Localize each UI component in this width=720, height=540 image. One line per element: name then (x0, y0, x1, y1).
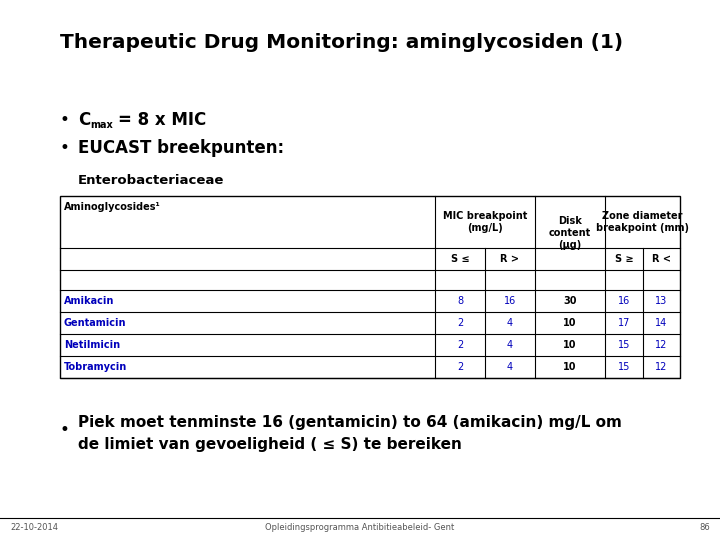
Text: EUCAST breekpunten:: EUCAST breekpunten: (78, 139, 284, 157)
Text: 10: 10 (563, 318, 577, 328)
Text: 4: 4 (507, 362, 513, 372)
Text: 10: 10 (563, 362, 577, 372)
Text: S ≥: S ≥ (615, 254, 634, 264)
Text: Disk
content
(µg): Disk content (µg) (549, 215, 591, 251)
Text: 8: 8 (457, 296, 463, 306)
Text: R <: R < (652, 254, 671, 264)
Bar (60, 196, 680, 378)
Text: 14: 14 (655, 318, 667, 328)
Text: = 8 x MIC: = 8 x MIC (118, 111, 206, 129)
Text: S ≤: S ≤ (451, 254, 469, 264)
Text: Enterobacteriaceae: Enterobacteriaceae (78, 173, 225, 186)
Text: Therapeutic Drug Monitoring: aminglycosiden (1): Therapeutic Drug Monitoring: aminglycosi… (60, 32, 623, 51)
Text: •: • (60, 111, 70, 129)
Text: Amikacin: Amikacin (64, 296, 114, 306)
Text: Tobramycin: Tobramycin (64, 362, 127, 372)
Text: Zone diameter
breakpoint (mm): Zone diameter breakpoint (mm) (596, 211, 689, 233)
Text: Gentamicin: Gentamicin (64, 318, 127, 328)
Text: 30: 30 (563, 296, 577, 306)
Text: •: • (60, 139, 70, 157)
Text: 16: 16 (618, 296, 630, 306)
Text: 10: 10 (563, 340, 577, 350)
Text: Piek moet tenminste 16 (gentamicin) to 64 (amikacin) mg/L om: Piek moet tenminste 16 (gentamicin) to 6… (78, 415, 622, 429)
Text: MIC breakpoint
(mg/L): MIC breakpoint (mg/L) (443, 211, 527, 233)
Text: 15: 15 (618, 362, 630, 372)
Text: 17: 17 (618, 318, 630, 328)
Text: Aminoglycosides¹: Aminoglycosides¹ (64, 202, 161, 212)
Text: 12: 12 (655, 340, 667, 350)
Text: Netilmicin: Netilmicin (64, 340, 120, 350)
Text: C: C (78, 111, 90, 129)
Text: 2: 2 (457, 362, 463, 372)
Text: 13: 13 (655, 296, 667, 306)
Text: 2: 2 (457, 318, 463, 328)
Text: Opleidingsprogramma Antibitieabeleid- Gent: Opleidingsprogramma Antibitieabeleid- Ge… (266, 523, 454, 532)
Text: 15: 15 (618, 340, 630, 350)
Text: 4: 4 (507, 340, 513, 350)
Text: 16: 16 (504, 296, 516, 306)
Text: R >: R > (500, 254, 520, 264)
Text: 22-10-2014: 22-10-2014 (10, 523, 58, 532)
Text: max: max (90, 120, 113, 130)
Text: 2: 2 (457, 340, 463, 350)
Text: •: • (60, 421, 70, 439)
Text: 12: 12 (655, 362, 667, 372)
Text: 4: 4 (507, 318, 513, 328)
Text: de limiet van gevoeligheid ( ≤ S) te bereiken: de limiet van gevoeligheid ( ≤ S) te ber… (78, 436, 462, 451)
Text: 86: 86 (699, 523, 710, 532)
